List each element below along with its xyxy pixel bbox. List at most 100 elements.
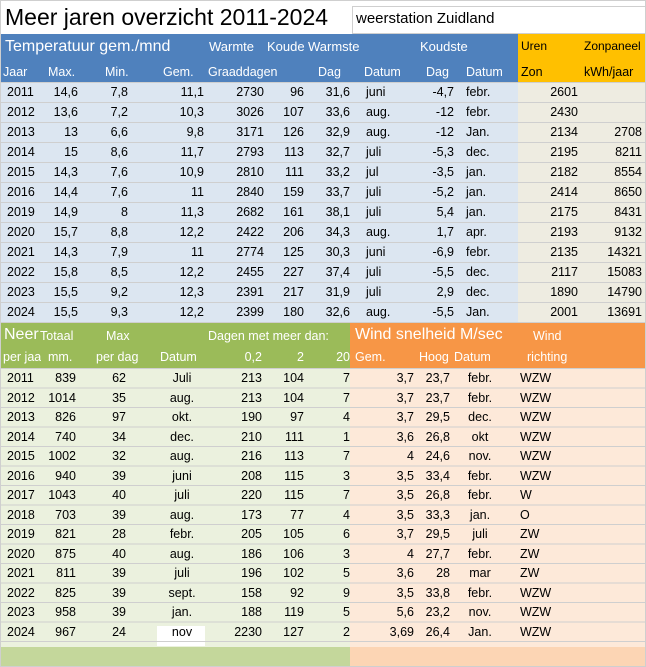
table-cell: 97: [290, 410, 304, 424]
table-cell: febr.: [466, 245, 491, 259]
table-cell: 2021: [7, 245, 35, 259]
temp-title: Temperatuur gem./mnd: [5, 38, 171, 55]
table-cell: 3,5: [396, 585, 414, 600]
table-cell: aug.: [169, 449, 195, 463]
table-cell: 34,3: [325, 225, 350, 239]
table-cell: 2012: [7, 105, 35, 119]
uren-label: Uren: [521, 39, 548, 53]
table-cell: 740: [55, 429, 76, 444]
table-cell: WZW: [520, 624, 552, 639]
dagen-label: Dagen met meer dan:: [208, 329, 329, 343]
table-cell: 2193: [550, 225, 578, 239]
table-cell: juli: [472, 527, 488, 541]
table-cell: 102: [283, 566, 304, 580]
table-cell: 4: [343, 410, 350, 424]
table-cell: 111: [284, 429, 304, 444]
wdatum-label: Datum: [454, 350, 491, 364]
table-cell: 8,6: [110, 145, 128, 159]
table-cell: 15,7: [53, 225, 78, 239]
table-cell: 2422: [236, 225, 264, 239]
table-cell: 2810: [236, 165, 264, 179]
table-cell: 213: [241, 390, 262, 405]
temp-subheader-cell: Max.: [48, 65, 76, 79]
table-cell: 2117: [551, 265, 578, 279]
table-cell: juli: [366, 185, 382, 199]
table-cell: 97: [112, 410, 126, 424]
max-label: Max: [106, 329, 130, 343]
temp-subheader-cell: kWh/jaar: [584, 65, 634, 79]
table-cell: dec.: [468, 410, 492, 424]
table-cell: 24,6: [425, 449, 450, 463]
table-cell: 2230: [234, 624, 262, 639]
table-cell: 38,1: [325, 205, 350, 219]
table-cell: -6,9: [432, 245, 454, 259]
table-cell: 28: [436, 566, 450, 580]
table-cell: 2017: [7, 488, 35, 502]
table-cell: 7: [343, 371, 350, 385]
table-cell: 39: [112, 605, 126, 619]
table-cell: 105: [283, 527, 304, 541]
table-cell: jan.: [469, 507, 491, 522]
temp-subheader-cell: Datum: [466, 65, 503, 79]
table-cell: 206: [283, 225, 304, 239]
table-cell: 9132: [614, 225, 642, 239]
table-cell: febr.: [466, 105, 491, 119]
table-cell: WZW: [520, 449, 552, 463]
temp-subheader-cell: Jaar: [3, 65, 28, 79]
table-cell: 14790: [607, 285, 642, 299]
table-cell: nov.: [468, 449, 492, 463]
table-cell: jan.: [466, 165, 487, 179]
table-cell: 3,7: [396, 410, 414, 424]
table-cell: 37,4: [325, 265, 350, 279]
table-cell: -5,5: [432, 305, 454, 319]
table-cell: aug.: [169, 546, 195, 561]
table-cell: 5: [343, 605, 350, 619]
station-label: weerstation Zuidland: [356, 10, 495, 27]
table-cell: 875: [55, 546, 76, 561]
table-cell: 9: [343, 585, 350, 600]
table-cell: 2,9: [436, 285, 454, 299]
table-cell: okt.: [171, 410, 193, 424]
table-cell: juni: [366, 85, 386, 99]
table-cell: 190: [241, 410, 262, 424]
table-cell: febr.: [467, 488, 493, 502]
table-cell: 12,2: [179, 225, 204, 239]
table-cell: ZW: [520, 566, 540, 580]
table-cell: 39: [112, 566, 126, 580]
table-cell: 703: [55, 507, 76, 522]
table-cell: 2023: [7, 285, 35, 299]
table-cell: 11: [191, 245, 204, 259]
table-cell: 2015: [7, 449, 35, 463]
table-cell: 839: [55, 371, 76, 385]
table-cell: 39: [112, 585, 126, 600]
table-cell: 2023: [7, 605, 35, 619]
table-cell: 158: [241, 585, 262, 600]
table-cell: 3026: [236, 105, 264, 119]
neer-label: Neer: [4, 326, 39, 343]
table-cell: 31,9: [325, 285, 350, 299]
table-cell: jan.: [466, 185, 487, 199]
table-cell: 213: [241, 371, 262, 385]
koude-label: Koude: [267, 39, 305, 54]
table-cell: Juli: [172, 371, 192, 385]
table-cell: 40: [112, 488, 126, 502]
table-cell: 11,3: [180, 205, 204, 219]
table-cell: 13: [64, 125, 78, 139]
table-cell: 32,7: [325, 145, 350, 159]
table-cell: 104: [283, 390, 304, 405]
table-cell: 2182: [550, 165, 578, 179]
table-cell: 15,5: [53, 285, 78, 299]
page-title: Meer jaren overzicht 2011-2024: [5, 4, 329, 30]
table-cell: 23,7: [425, 390, 450, 405]
table-cell: 32,6: [325, 305, 350, 319]
table-cell: sept.: [168, 585, 196, 600]
table-cell: 2019: [7, 205, 35, 219]
table-cell: 33,2: [325, 165, 350, 179]
table-cell: 13691: [607, 305, 642, 319]
table-cell: WZW: [520, 585, 552, 600]
table-cell: juli: [174, 566, 190, 580]
table-cell: dec.: [170, 429, 194, 444]
table-cell: 9,2: [110, 285, 128, 299]
perjaar-label: per jaar: [3, 351, 41, 364]
table-cell: aug.: [366, 305, 391, 319]
